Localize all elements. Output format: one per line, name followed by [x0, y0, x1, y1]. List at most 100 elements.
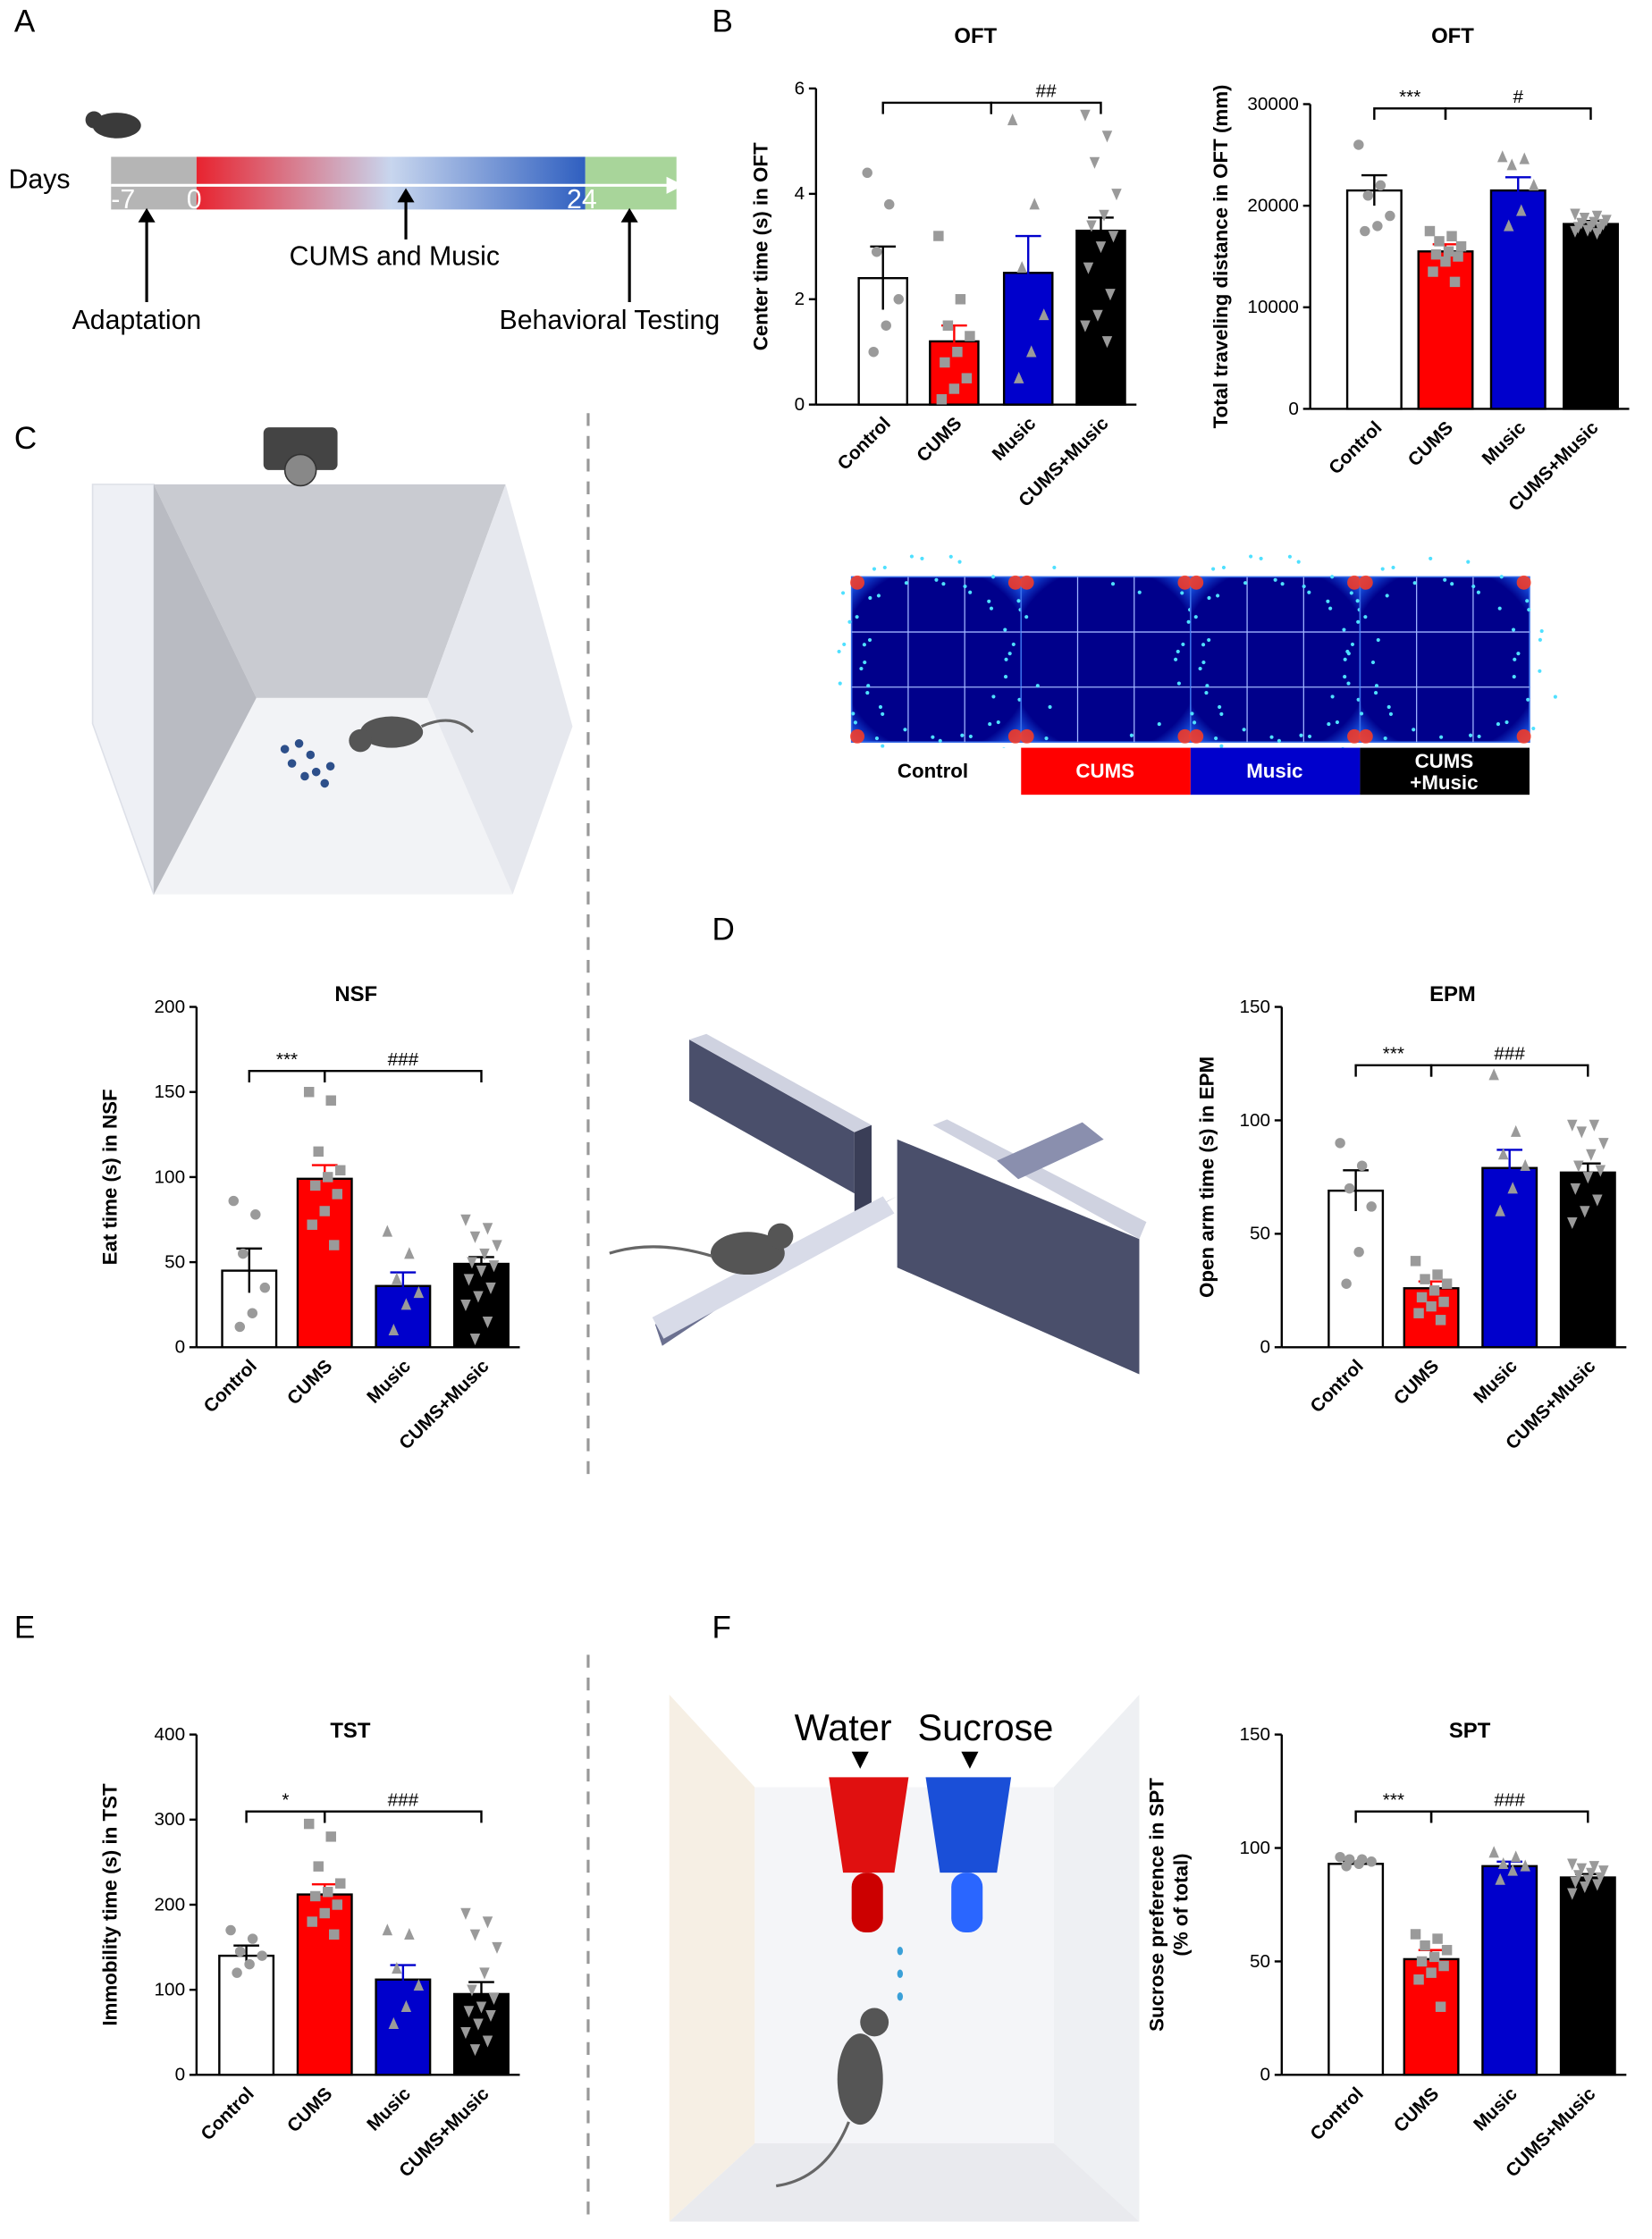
data-point — [329, 1929, 340, 1940]
heatmap-trace — [1538, 669, 1542, 673]
timeline-mark: 0 — [187, 185, 202, 215]
heatmap-hotspot — [1177, 575, 1193, 590]
data-point — [1025, 345, 1037, 358]
chart-title: OFT — [954, 24, 997, 48]
heatmap-trace — [1287, 554, 1292, 559]
heatmap-trace — [1221, 565, 1226, 570]
heatmap-hotspot — [1516, 728, 1531, 744]
heatmap-trace — [1190, 711, 1194, 716]
significance-label: ### — [1494, 1043, 1525, 1064]
data-point — [933, 231, 944, 241]
heatmap-trace — [1499, 575, 1504, 579]
x-tick-label: Control — [1325, 417, 1386, 478]
data-point — [1567, 1858, 1578, 1871]
significance-label: *** — [276, 1049, 298, 1070]
data-point — [1580, 1206, 1590, 1218]
heatmap-trace — [1466, 560, 1471, 564]
heatmap-trace — [988, 722, 992, 727]
heatmap-trace — [1003, 627, 1007, 632]
bar — [1563, 223, 1619, 410]
heatmap-trace — [1363, 615, 1368, 619]
heatmap-trace — [1004, 657, 1008, 661]
y-axis-label: Immobility time (s) in TST — [99, 1783, 122, 2026]
heatmap-trace — [1497, 606, 1502, 610]
significance-label: ### — [1494, 1789, 1525, 1810]
mouse — [360, 716, 424, 748]
heatmap-label: Music — [1246, 760, 1302, 782]
drop — [897, 1946, 904, 1956]
data-point — [469, 1929, 481, 1941]
data-point — [404, 1927, 415, 1940]
maze-wall — [854, 1124, 872, 1218]
heatmap-hotspot — [1177, 728, 1193, 744]
data-point — [485, 2009, 496, 2023]
data-point — [1385, 210, 1395, 222]
data-point — [492, 1240, 502, 1252]
heatmap-trace — [1383, 736, 1387, 741]
data-point — [1410, 1929, 1421, 1940]
maze-wall-top — [689, 1033, 872, 1132]
data-point — [382, 1225, 393, 1237]
y-tick-label: 0 — [1288, 399, 1299, 419]
heatmap-trace — [968, 590, 973, 594]
significance-label: *** — [1383, 1789, 1404, 1810]
y-tick-label: 50 — [164, 1251, 185, 1272]
data-point — [1101, 336, 1113, 349]
maze-arm — [997, 1122, 1104, 1180]
data-point — [1356, 1160, 1368, 1171]
heatmap-trace — [868, 595, 872, 601]
heatmap-trace — [1249, 554, 1253, 559]
heatmap-trace — [1296, 560, 1301, 564]
mouse-tail — [609, 1245, 713, 1258]
significance-bracket — [881, 101, 992, 114]
significance-bracket — [324, 1070, 483, 1082]
cage-back — [154, 484, 506, 698]
data-point — [382, 1923, 393, 1936]
heatmap-trace — [837, 649, 841, 654]
heatmap-trace — [996, 720, 1000, 725]
data-point — [1567, 1888, 1578, 1900]
timeline-testing — [585, 156, 677, 210]
heatmap-trace — [1511, 627, 1516, 632]
data-point — [940, 357, 950, 368]
data-point — [332, 1899, 342, 1910]
data-point — [259, 1282, 271, 1293]
heatmap-trace — [1280, 582, 1285, 586]
y-tick-label: 100 — [155, 1166, 186, 1187]
bottle-label: Sucrose — [917, 1707, 1053, 1748]
data-point — [1488, 1846, 1499, 1858]
heatmap-trace — [881, 744, 885, 748]
chart-title: OFT — [1431, 24, 1474, 48]
data-point — [942, 320, 954, 331]
heatmap-trace — [1468, 733, 1473, 737]
heatmap-hotspot — [1007, 728, 1023, 744]
mouse — [710, 1232, 785, 1275]
data-point — [1432, 1269, 1443, 1280]
data-point — [1570, 1876, 1581, 1889]
heatmap-trace — [1259, 556, 1263, 560]
data-point — [1441, 1945, 1453, 1956]
heatmap-trace — [862, 643, 866, 647]
heatmap-trace — [1326, 599, 1330, 603]
heatmap-trace — [1157, 722, 1161, 727]
heatmap-trace — [1180, 591, 1184, 595]
data-point — [1429, 1285, 1440, 1296]
y-tick-label: 100 — [155, 1980, 186, 2000]
heatmap-trace — [1242, 728, 1246, 732]
data-point — [325, 1831, 336, 1842]
bar — [296, 1177, 353, 1349]
data-point — [1488, 1068, 1499, 1081]
heatmap-trace — [1376, 637, 1380, 643]
significance-label: # — [1513, 87, 1523, 107]
heatmap-trace — [1003, 675, 1008, 679]
data-point — [1413, 1974, 1424, 1985]
heatmap-hotspot — [1019, 575, 1034, 590]
significance-bracket — [1354, 1064, 1433, 1077]
data-point — [228, 1195, 240, 1207]
data-point — [965, 331, 975, 341]
heatmap-trace — [1193, 615, 1198, 619]
data-point — [460, 1299, 471, 1312]
panel-label: D — [712, 913, 735, 947]
heatmap-trace — [909, 554, 914, 559]
